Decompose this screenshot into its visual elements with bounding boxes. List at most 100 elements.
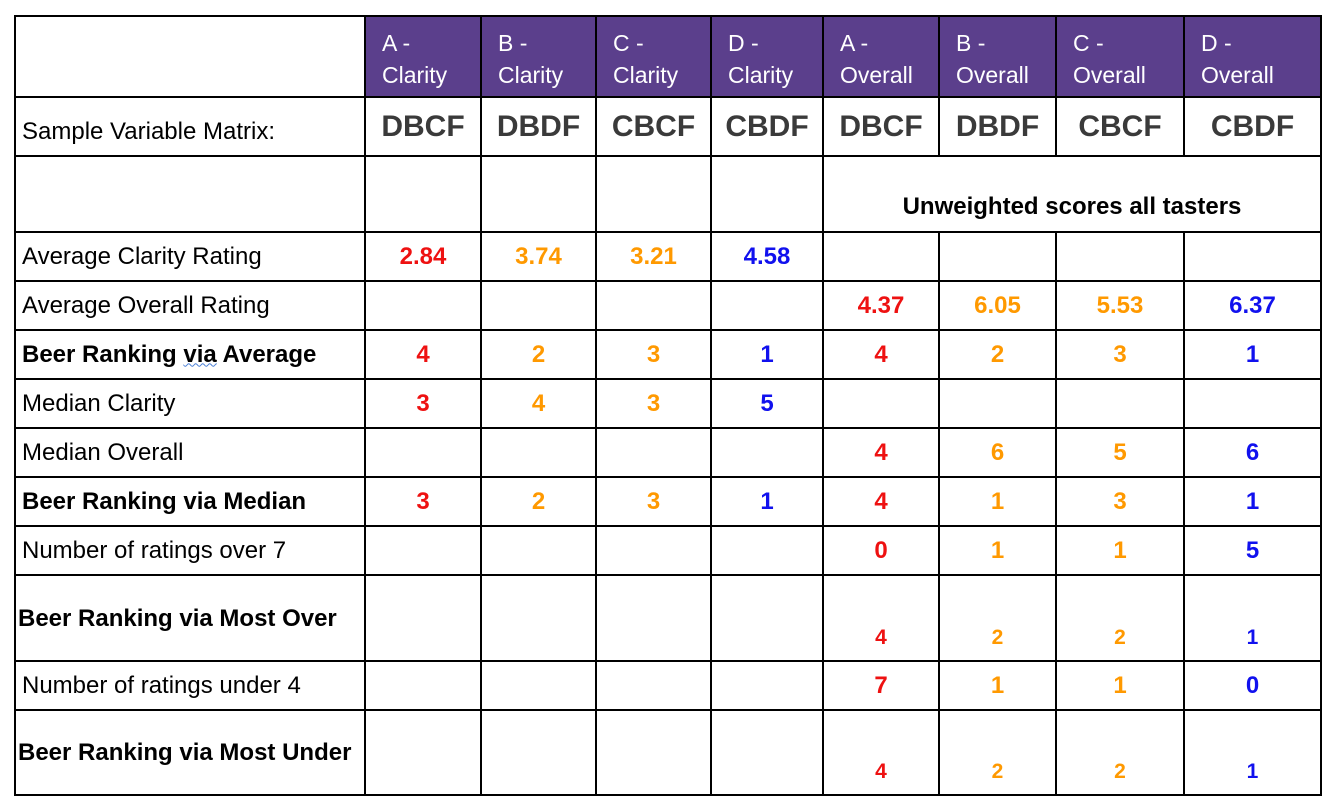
value-cell: 4.37	[822, 280, 940, 331]
value-cell: 1	[1055, 660, 1185, 711]
spellcheck-underline: via	[183, 340, 217, 368]
value-cell: 2	[480, 329, 597, 380]
value-cell: 3	[1055, 476, 1185, 527]
value-cell: 3	[595, 378, 712, 429]
table-row: Beer Ranking via Most Over 4 2 2 1	[14, 574, 1322, 662]
value-cell: 6	[938, 427, 1057, 478]
empty-cell	[710, 427, 824, 478]
row-label: Sample Variable Matrix:	[14, 96, 366, 157]
value-cell: 1	[1183, 574, 1322, 662]
value-cell: 2	[1055, 709, 1185, 796]
row-label: Beer Ranking via Most Under	[14, 709, 366, 796]
row-label: Number of ratings under 4	[14, 660, 366, 711]
value-cell: 2	[1055, 574, 1185, 662]
empty-cell	[710, 280, 824, 331]
table-row: Number of ratings under 4 7 1 1 0	[14, 660, 1322, 711]
empty-cell	[480, 709, 597, 796]
table-row: Beer Ranking via Average 4 2 3 1 4 2 3 1	[14, 329, 1322, 380]
empty-cell	[595, 155, 712, 233]
value-cell: 2	[938, 329, 1057, 380]
value-cell: 4	[822, 709, 940, 796]
value-cell: 1	[1183, 329, 1322, 380]
empty-cell	[364, 660, 482, 711]
value-cell: 3.74	[480, 231, 597, 282]
column-header: B - Overall	[938, 15, 1057, 98]
empty-cell	[480, 660, 597, 711]
table-row: Number of ratings over 7 0 1 1 5	[14, 525, 1322, 576]
value-cell: 3	[1055, 329, 1185, 380]
column-header: D - Clarity	[710, 15, 824, 98]
empty-cell	[595, 280, 712, 331]
value-cell: 4	[822, 427, 940, 478]
empty-cell	[364, 709, 482, 796]
row-label: Number of ratings over 7	[14, 525, 366, 576]
value-cell: 6	[1183, 427, 1322, 478]
empty-cell	[480, 427, 597, 478]
row-label: Average Overall Rating	[14, 280, 366, 331]
value-cell: 1	[938, 476, 1057, 527]
empty-cell	[710, 709, 824, 796]
value-cell: 1	[938, 660, 1057, 711]
empty-cell	[480, 525, 597, 576]
matrix-code: DBDF	[480, 96, 597, 157]
matrix-code: DBDF	[938, 96, 1057, 157]
empty-cell	[710, 574, 824, 662]
value-cell: 4	[480, 378, 597, 429]
empty-cell	[364, 427, 482, 478]
value-cell: 4	[822, 476, 940, 527]
value-cell: 4.58	[710, 231, 824, 282]
table-row: Median Clarity 3 4 3 5	[14, 378, 1322, 429]
value-cell: 4	[822, 574, 940, 662]
table-row: Median Overall 4 6 5 6	[14, 427, 1322, 478]
value-cell: 5.53	[1055, 280, 1185, 331]
value-cell: 6.37	[1183, 280, 1322, 331]
empty-cell	[1183, 378, 1322, 429]
empty-cell	[822, 378, 940, 429]
empty-cell	[364, 280, 482, 331]
empty-cell	[938, 231, 1057, 282]
corner-cell	[14, 15, 366, 98]
beer-scores-table: A - Clarity B - Clarity C - Clarity D - Clar…	[14, 15, 1322, 796]
empty-cell	[364, 155, 482, 233]
value-cell: 1	[1055, 525, 1185, 576]
empty-cell	[14, 155, 366, 233]
row-label: Median Overall	[14, 427, 366, 478]
matrix-code: DBCF	[364, 96, 482, 157]
matrix-code: CBCF	[1055, 96, 1185, 157]
empty-cell	[364, 574, 482, 662]
value-cell: 1	[710, 329, 824, 380]
table-row: Average Overall Rating 4.37 6.05 5.53 6.…	[14, 280, 1322, 331]
value-cell: 3	[595, 329, 712, 380]
value-cell: 0	[1183, 660, 1322, 711]
empty-cell	[595, 574, 712, 662]
empty-cell	[710, 525, 824, 576]
empty-cell	[595, 660, 712, 711]
table-row: Beer Ranking via Most Under 4 2 2 1	[14, 709, 1322, 796]
empty-cell	[822, 231, 940, 282]
value-cell: 2	[480, 476, 597, 527]
empty-cell	[480, 280, 597, 331]
empty-cell	[1055, 378, 1185, 429]
matrix-code: CBDF	[1183, 96, 1322, 157]
column-header: A - Overall	[822, 15, 940, 98]
value-cell: 3	[595, 476, 712, 527]
empty-cell	[1055, 231, 1185, 282]
empty-cell	[480, 574, 597, 662]
empty-cell	[938, 378, 1057, 429]
column-header: A - Clarity	[364, 15, 482, 98]
row-label: Beer Ranking via Average	[14, 329, 366, 380]
value-cell: 4	[822, 329, 940, 380]
value-cell: 6.05	[938, 280, 1057, 331]
empty-cell	[710, 155, 824, 233]
row-label: Average Clarity Rating	[14, 231, 366, 282]
row-label: Beer Ranking via Median	[14, 476, 366, 527]
value-cell: 0	[822, 525, 940, 576]
matrix-code: CBCF	[595, 96, 712, 157]
matrix-row: Sample Variable Matrix: DBCF DBDF CBCF C…	[14, 96, 1322, 157]
value-cell: 1	[1183, 709, 1322, 796]
unweighted-banner: Unweighted scores all tasters	[822, 155, 1322, 233]
value-cell: 5	[1055, 427, 1185, 478]
empty-cell	[710, 660, 824, 711]
empty-cell	[595, 525, 712, 576]
value-cell: 1	[938, 525, 1057, 576]
